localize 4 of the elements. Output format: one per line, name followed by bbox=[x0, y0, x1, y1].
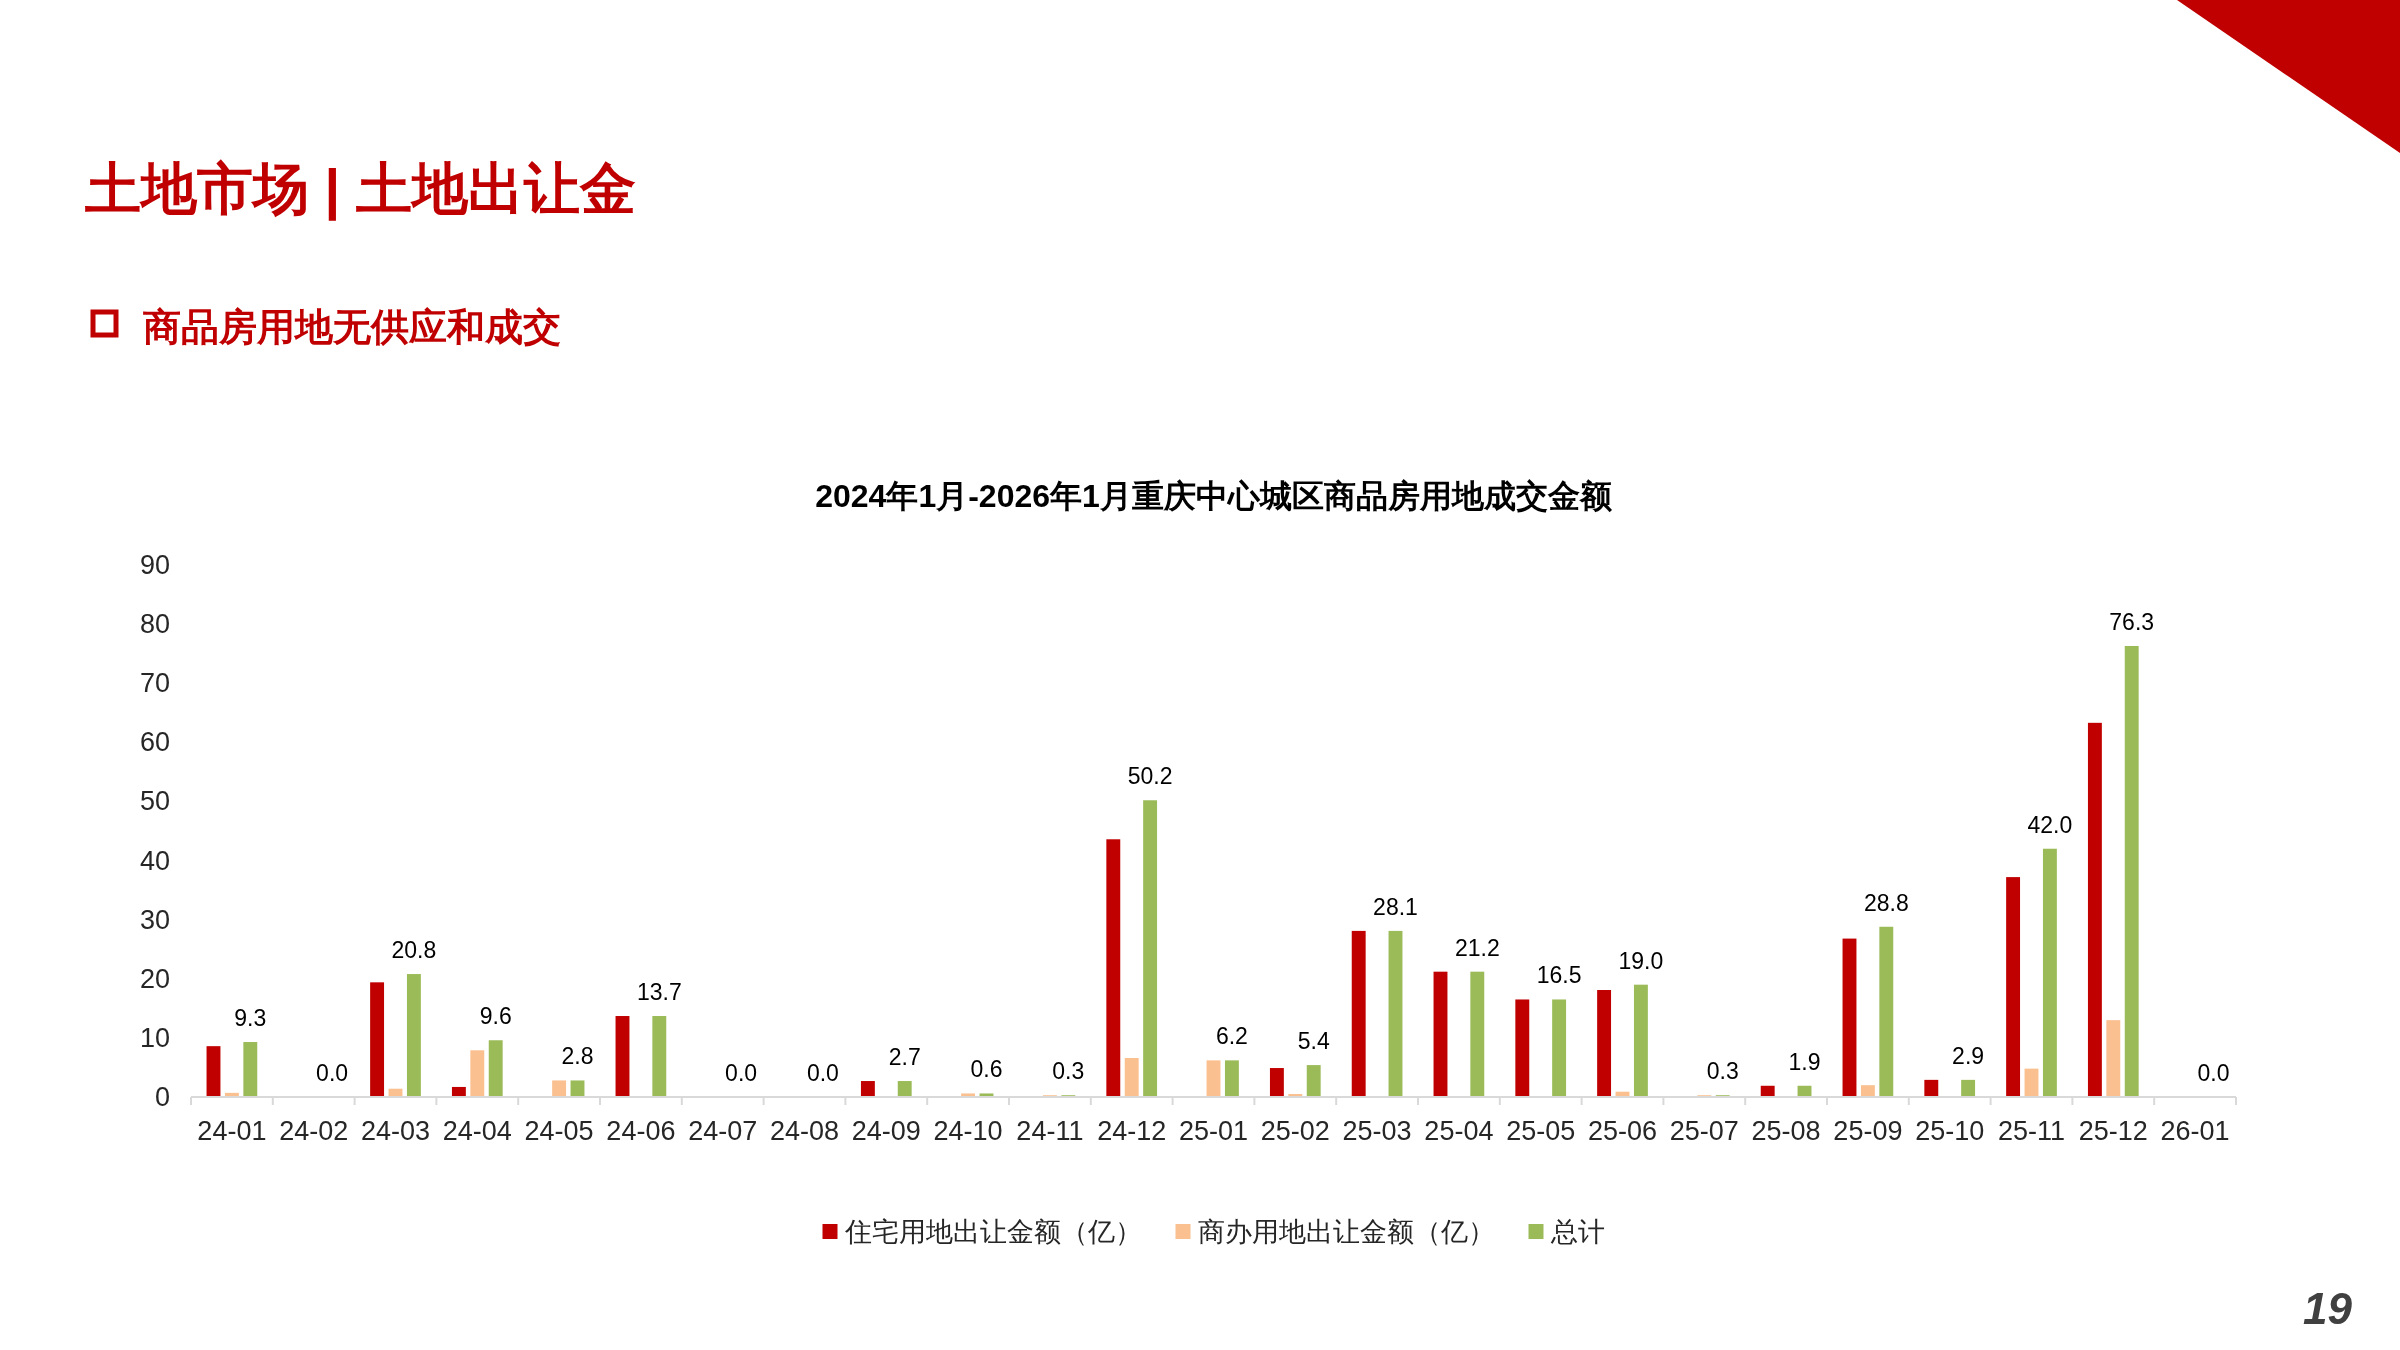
annotation: 土地市场 | 土地出让金 bbox=[85, 157, 636, 220]
annotation: 商品房用地无供应和成交 bbox=[143, 306, 561, 348]
annotation: 19 bbox=[2303, 1284, 2352, 1333]
chart-title: 2024年1月-2026年1月重庆中心城区商品房用地成交金额 bbox=[815, 478, 1612, 514]
